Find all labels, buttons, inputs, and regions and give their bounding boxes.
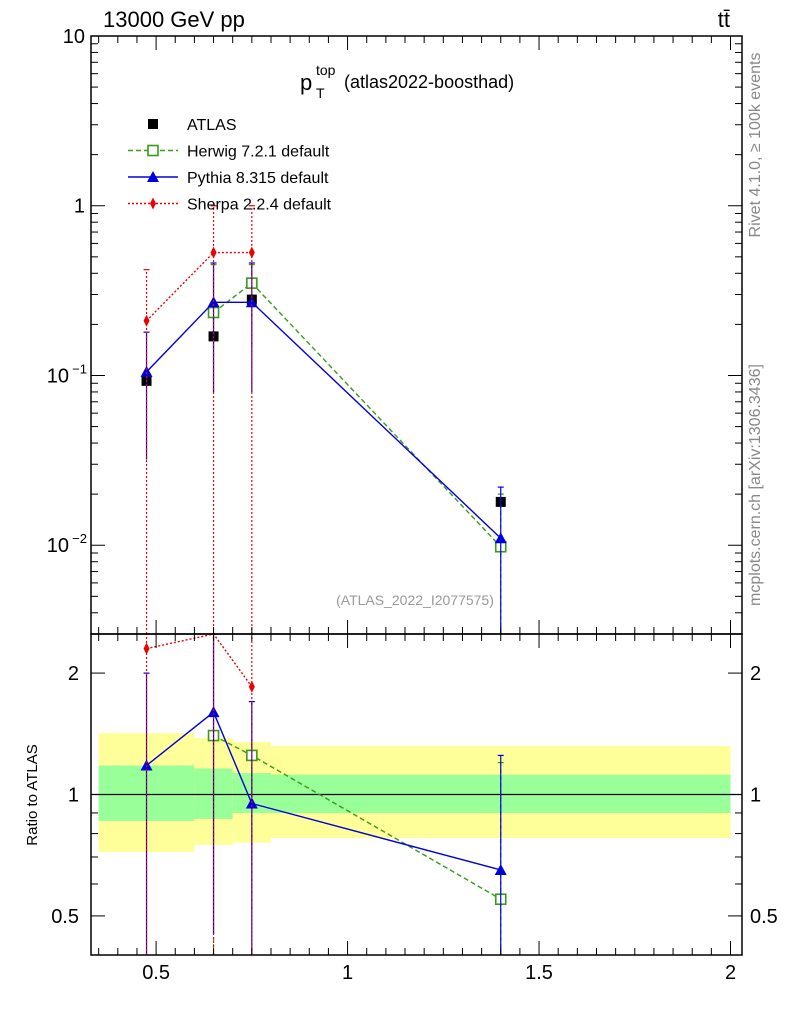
uncertainty-bands	[98, 733, 731, 853]
main-ytick-label-exp-3: −2	[72, 531, 87, 546]
plot-title-sup: top	[316, 62, 336, 78]
legend-marker-sherpa	[150, 197, 156, 210]
ratio-xtick-label-1: 1	[342, 962, 353, 984]
ratio-ytick-label-1: 1	[68, 785, 79, 807]
ratio-marker-sherpa-0	[143, 642, 150, 655]
watermark: (ATLAS_2022_I2077575)	[336, 592, 494, 608]
ratio-xtick-label-3: 2	[725, 962, 736, 984]
main-ytick-label-3: 10	[47, 535, 69, 557]
plot-title-main: p	[300, 70, 312, 95]
legend-marker-atlas	[148, 119, 158, 129]
legend-marker-pythia	[147, 171, 159, 182]
ratio-marker-pythia-3	[494, 863, 507, 875]
legend-marker-herwig	[147, 144, 159, 157]
legend-item-herwig: Herwig 7.2.1 default	[128, 144, 330, 161]
main-ytick-label-2: 10	[47, 365, 69, 387]
main-series-sherpa	[143, 205, 255, 634]
ratio-ytick-label-0: 0.5	[51, 906, 79, 928]
main-line-pythia	[146, 301, 502, 539]
legend-label-herwig: Herwig 7.2.1 default	[187, 144, 330, 161]
plot-title-rest: (atlas2022-boosthad)	[344, 72, 514, 92]
plot-title: p top T (atlas2022-boosthad)	[300, 62, 514, 101]
ratio-line-pythia	[146, 711, 501, 871]
ratio-xtick-label-2: 1.5	[525, 962, 553, 984]
ratio-ylabel: Ratio to ATLAS	[24, 744, 41, 845]
main-line-sherpa	[146, 251, 252, 322]
main-marker-sherpa-1	[210, 246, 217, 259]
ratio-ytick-label-2: 2	[68, 663, 79, 685]
ratio-ytick-label-right-1: 1	[750, 785, 761, 807]
plot-title-sub: T	[316, 85, 325, 101]
main-series-atlas	[141, 294, 506, 507]
main-ytick-label-1: 1	[74, 196, 85, 218]
main-ytick-label-exp-2: −1	[72, 361, 87, 376]
ratio-series-pythia	[140, 633, 507, 955]
ratio-panel	[91, 633, 742, 955]
legend-label-sherpa: Sherpa 2.2.4 default	[187, 197, 332, 214]
ratio-ytick-label-right-2: 2	[750, 663, 761, 685]
main-marker-sherpa-0	[143, 314, 150, 327]
ratio-marker-pythia-1	[207, 706, 220, 718]
legend-label-pythia: Pythia 8.315 default	[187, 170, 329, 187]
main-panel	[140, 205, 507, 634]
energy-label: 13000 GeV pp	[103, 7, 245, 32]
main-marker-pythia-0	[140, 365, 153, 377]
main-series-pythia	[140, 262, 507, 634]
main-marker-pythia-3	[494, 532, 507, 544]
legend-label-atlas: ATLAS	[187, 117, 237, 134]
legend-item-pythia: Pythia 8.315 default	[128, 170, 329, 187]
ratio-line-sherpa	[146, 633, 253, 688]
ratio-ytick-label-right-0: 0.5	[750, 906, 778, 928]
ratio-marker-sherpa-2	[248, 680, 255, 693]
legend-item-sherpa: Sherpa 2.2.4 default	[128, 197, 332, 214]
legend-item-atlas: ATLAS	[148, 117, 237, 134]
main-ytick-label-0: 10	[63, 26, 85, 48]
main-marker-sherpa-2	[248, 246, 255, 259]
mcplots-label: mcplots.cern.ch [arXiv:1306.3436]	[747, 364, 764, 606]
ratio-xtick-label-0: 0.5	[142, 962, 170, 984]
process-label: tt̄	[718, 7, 730, 32]
legend: ATLAS Herwig 7.2.1 default Pythia 8.315 de…	[128, 117, 332, 214]
main-series-herwig	[207, 264, 507, 634]
rivet-label: Rivet 4.1.0, ≥ 100k events	[747, 53, 764, 238]
main-line-herwig	[213, 282, 502, 548]
